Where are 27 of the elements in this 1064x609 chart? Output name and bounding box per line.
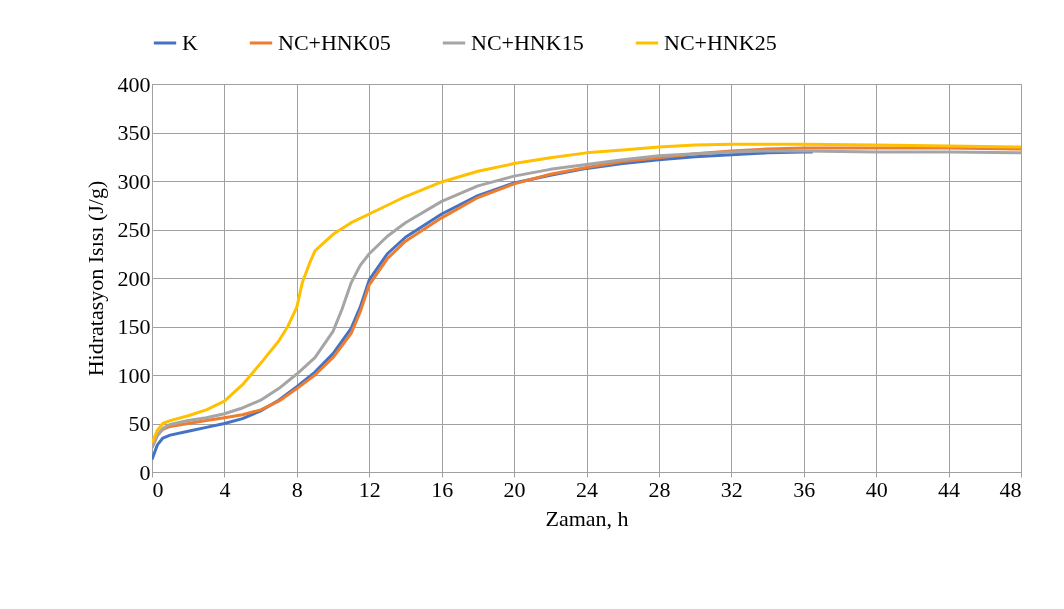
y-tick-label: 250 xyxy=(117,217,151,242)
y-tick-label: 200 xyxy=(117,265,151,291)
x-tick-label: 24 xyxy=(576,476,598,502)
x-tick-label: 32 xyxy=(720,476,743,502)
y-tick-label: 400 xyxy=(117,71,151,97)
x-tick-label: 36 xyxy=(793,476,816,502)
y-tick-label: 50 xyxy=(128,411,151,436)
legend-label: K xyxy=(182,30,198,55)
x-axis-title: Zaman, h xyxy=(545,505,629,531)
legend-label: NC+HNK25 xyxy=(664,30,777,55)
x-tick-label: 8 xyxy=(291,476,303,502)
x-tick-label: 44 xyxy=(938,476,961,502)
y-tick-label: 100 xyxy=(117,362,151,388)
y-tick-label: 350 xyxy=(117,120,151,145)
x-tick-label: 4 xyxy=(219,476,231,502)
y-tick-label: 0 xyxy=(139,459,151,485)
x-tick-label: 40 xyxy=(865,476,888,502)
x-tick-label: 20 xyxy=(503,476,526,502)
y-axis-title: Hidratasyon Isısı (J/g) xyxy=(82,180,108,377)
legend-label: NC+HNK15 xyxy=(471,30,584,55)
x-tick-label: 12 xyxy=(358,476,381,502)
legend-label: NC+HNK05 xyxy=(278,30,391,55)
x-tick-label: 48 xyxy=(999,476,1022,502)
y-tick-label: 150 xyxy=(117,314,151,339)
x-tick-label: 16 xyxy=(431,476,454,502)
x-tick-label: 28 xyxy=(648,476,671,502)
y-tick-label: 300 xyxy=(117,168,151,194)
